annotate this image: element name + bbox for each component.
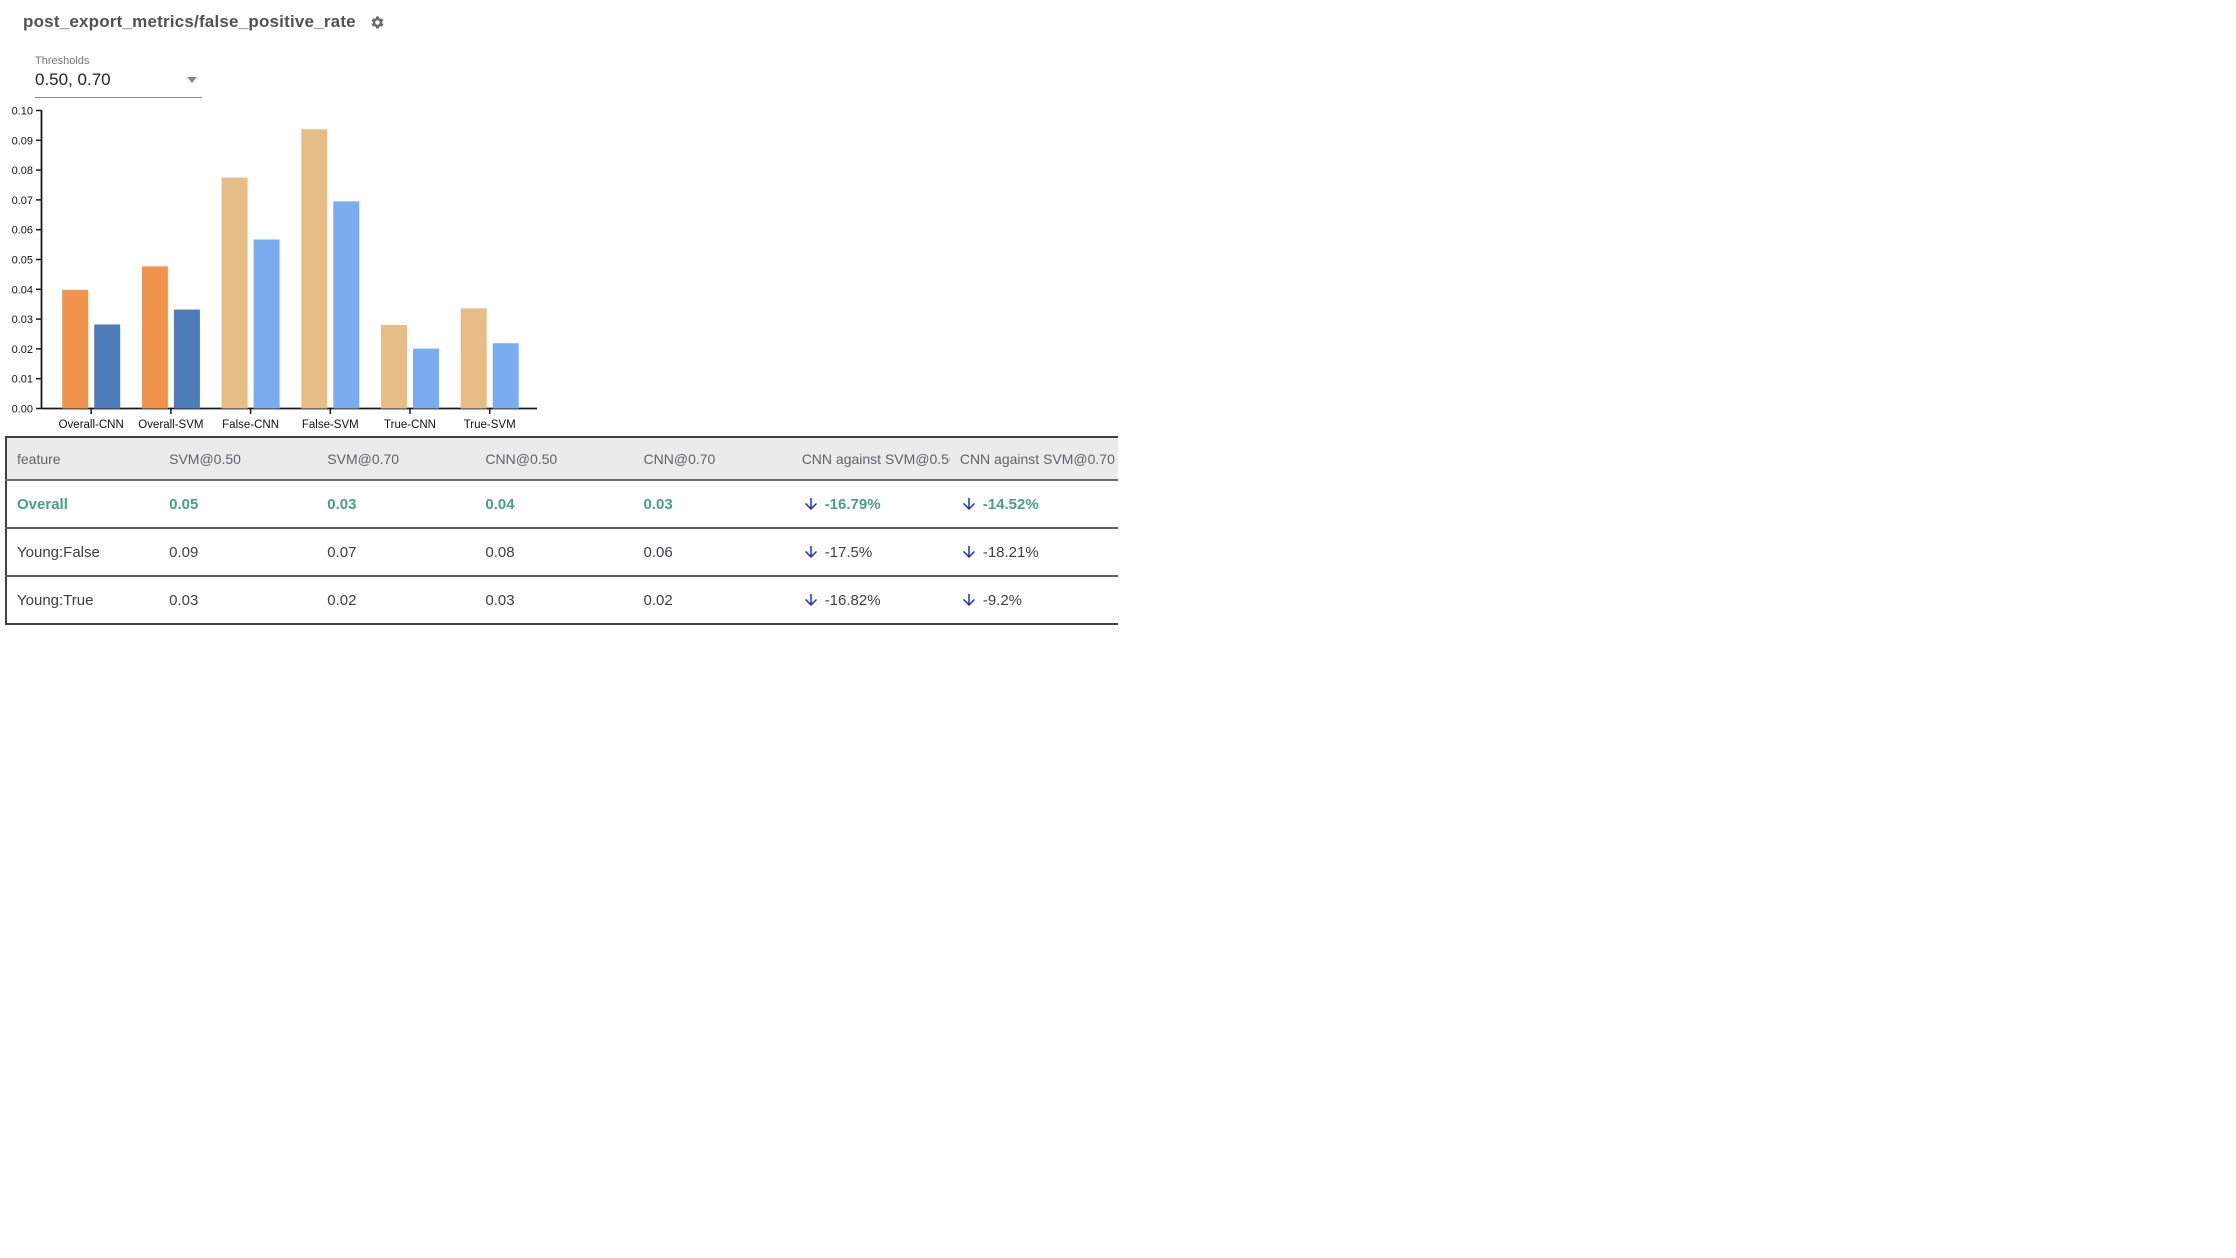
delta-cell: -16.79% [791,480,950,529]
y-axis-tick-label: 0.09 [12,135,33,147]
y-axis-tick-label: 0.10 [12,106,33,118]
arrow-downward-icon [962,594,975,606]
x-axis-category-label: True-SVM [464,419,516,431]
bar-Overall-SVM-threshold0.70[interactable] [173,309,200,409]
metric-value-cell: 0.03 [475,576,634,624]
delta-percent: -18.21% [982,543,1039,561]
column-header-feature: feature [6,437,160,481]
feature-cell: Overall [6,480,160,529]
column-header-cnn-against-svm-0-50: CNN against SVM@0.50 [791,437,950,481]
table-row-young-false: Young:False 0.09 0.07 0.08 0.06 -17.5% -18.21% [6,528,1118,577]
x-axis-category-label: Overall-CNN [59,419,124,431]
table-row-overall: Overall 0.05 0.03 0.04 0.03 -16.79% -14.52% [6,480,1118,529]
delta-cell: -14.52% [949,480,1118,529]
gear-icon[interactable] [370,14,386,30]
feature-cell: Young:False [6,528,160,577]
x-axis-category-label: False-SVM [302,419,359,431]
y-axis-tick-label: 0.00 [12,404,33,416]
fpr-bar-chart[interactable]: 0.00 0.01 0.02 0.03 0.04 0.05 0.06 0.07 0.08 0.09… [0,100,580,440]
table-row-young-true: Young:True 0.03 0.02 0.03 0.02 -16.82% -9.2% [6,576,1118,624]
bar-False-CNN-threshold0.70[interactable] [253,239,280,409]
y-axis-tick-label: 0.04 [12,284,33,296]
chevron-down-icon [187,77,197,83]
bar-Overall-SVM-threshold0.50[interactable] [141,266,168,409]
delta-cell: -16.82% [791,576,950,624]
x-axis-category-label: True-CNN [384,419,436,431]
bar-True-SVM-threshold0.50[interactable] [460,308,487,409]
thresholds-label: Thresholds [35,55,90,67]
bar-False-SVM-threshold0.70[interactable] [333,201,360,409]
bar-True-SVM-threshold0.70[interactable] [492,343,519,409]
y-axis-tick-label: 0.08 [12,165,33,177]
metric-value-cell: 0.02 [317,576,476,624]
bar-True-CNN-threshold0.50[interactable] [381,325,407,409]
delta-cell: -18.21% [949,528,1118,577]
delta-cell: -9.2% [949,576,1118,624]
column-header-svm-0-50: SVM@0.50 [159,437,318,481]
metric-value-cell: 0.03 [633,480,792,529]
y-axis-tick-label: 0.07 [12,195,33,207]
thresholds-dropdown[interactable]: Thresholds 0.50, 0.70 [35,55,202,98]
metric-value-cell: 0.04 [475,480,634,529]
x-axis-category-label: False-CNN [222,419,279,431]
arrow-downward-icon [804,594,817,606]
metric-value-cell: 0.03 [159,576,318,624]
page-title: post_export_metrics/false_positive_rate [23,12,356,31]
delta-cell: -17.5% [791,528,950,577]
column-header-svm-0-70: SVM@0.70 [317,437,476,481]
arrow-downward-icon [804,546,817,558]
y-axis-tick-label: 0.03 [12,314,33,326]
metric-value-cell: 0.08 [475,528,634,577]
column-header-cnn-against-svm-0-70: CNN against SVM@0.70 [949,437,1118,481]
y-axis-tick-label: 0.06 [12,225,33,237]
delta-percent: -17.5% [824,543,873,561]
metric-value-cell: 0.03 [317,480,476,529]
bar-True-CNN-threshold0.70[interactable] [413,348,439,409]
y-axis-tick-label: 0.02 [12,344,33,356]
delta-percent: -14.52% [982,495,1039,513]
feature-cell: Young:True [6,576,160,624]
column-header-cnn-0-70: CNN@0.70 [633,437,792,481]
bar-Overall-CNN-threshold0.70[interactable] [94,324,121,409]
bar-False-SVM-threshold0.50[interactable] [301,129,328,409]
arrow-downward-icon [804,498,817,510]
metric-value-cell: 0.07 [317,528,476,577]
bar-False-CNN-threshold0.50[interactable] [221,177,248,409]
bar-Overall-CNN-threshold0.50[interactable] [62,289,89,409]
metric-value-cell: 0.05 [159,480,318,529]
delta-percent: -9.2% [982,591,1023,609]
metrics-table: feature SVM@0.50 SVM@0.70 CNN@0.50 CNN@0.70 C… [5,436,1118,625]
column-header-cnn-0-50: CNN@0.50 [475,437,634,481]
y-axis-tick-label: 0.05 [12,255,33,267]
metric-value-cell: 0.06 [633,528,792,577]
y-axis-tick-label: 0.01 [12,374,33,386]
arrow-downward-icon [962,546,975,558]
widget-header: post_export_metrics/false_positive_rate [23,12,386,32]
metric-value-cell: 0.02 [633,576,792,624]
x-axis-category-label: Overall-SVM [138,419,203,431]
delta-percent: -16.79% [824,495,881,513]
delta-percent: -16.82% [824,591,881,609]
metric-value-cell: 0.09 [159,528,318,577]
table-header-row: feature SVM@0.50 SVM@0.70 CNN@0.50 CNN@0.70 C… [6,437,1118,481]
thresholds-value: 0.50, 0.70 [35,70,111,89]
arrow-downward-icon [962,498,975,510]
